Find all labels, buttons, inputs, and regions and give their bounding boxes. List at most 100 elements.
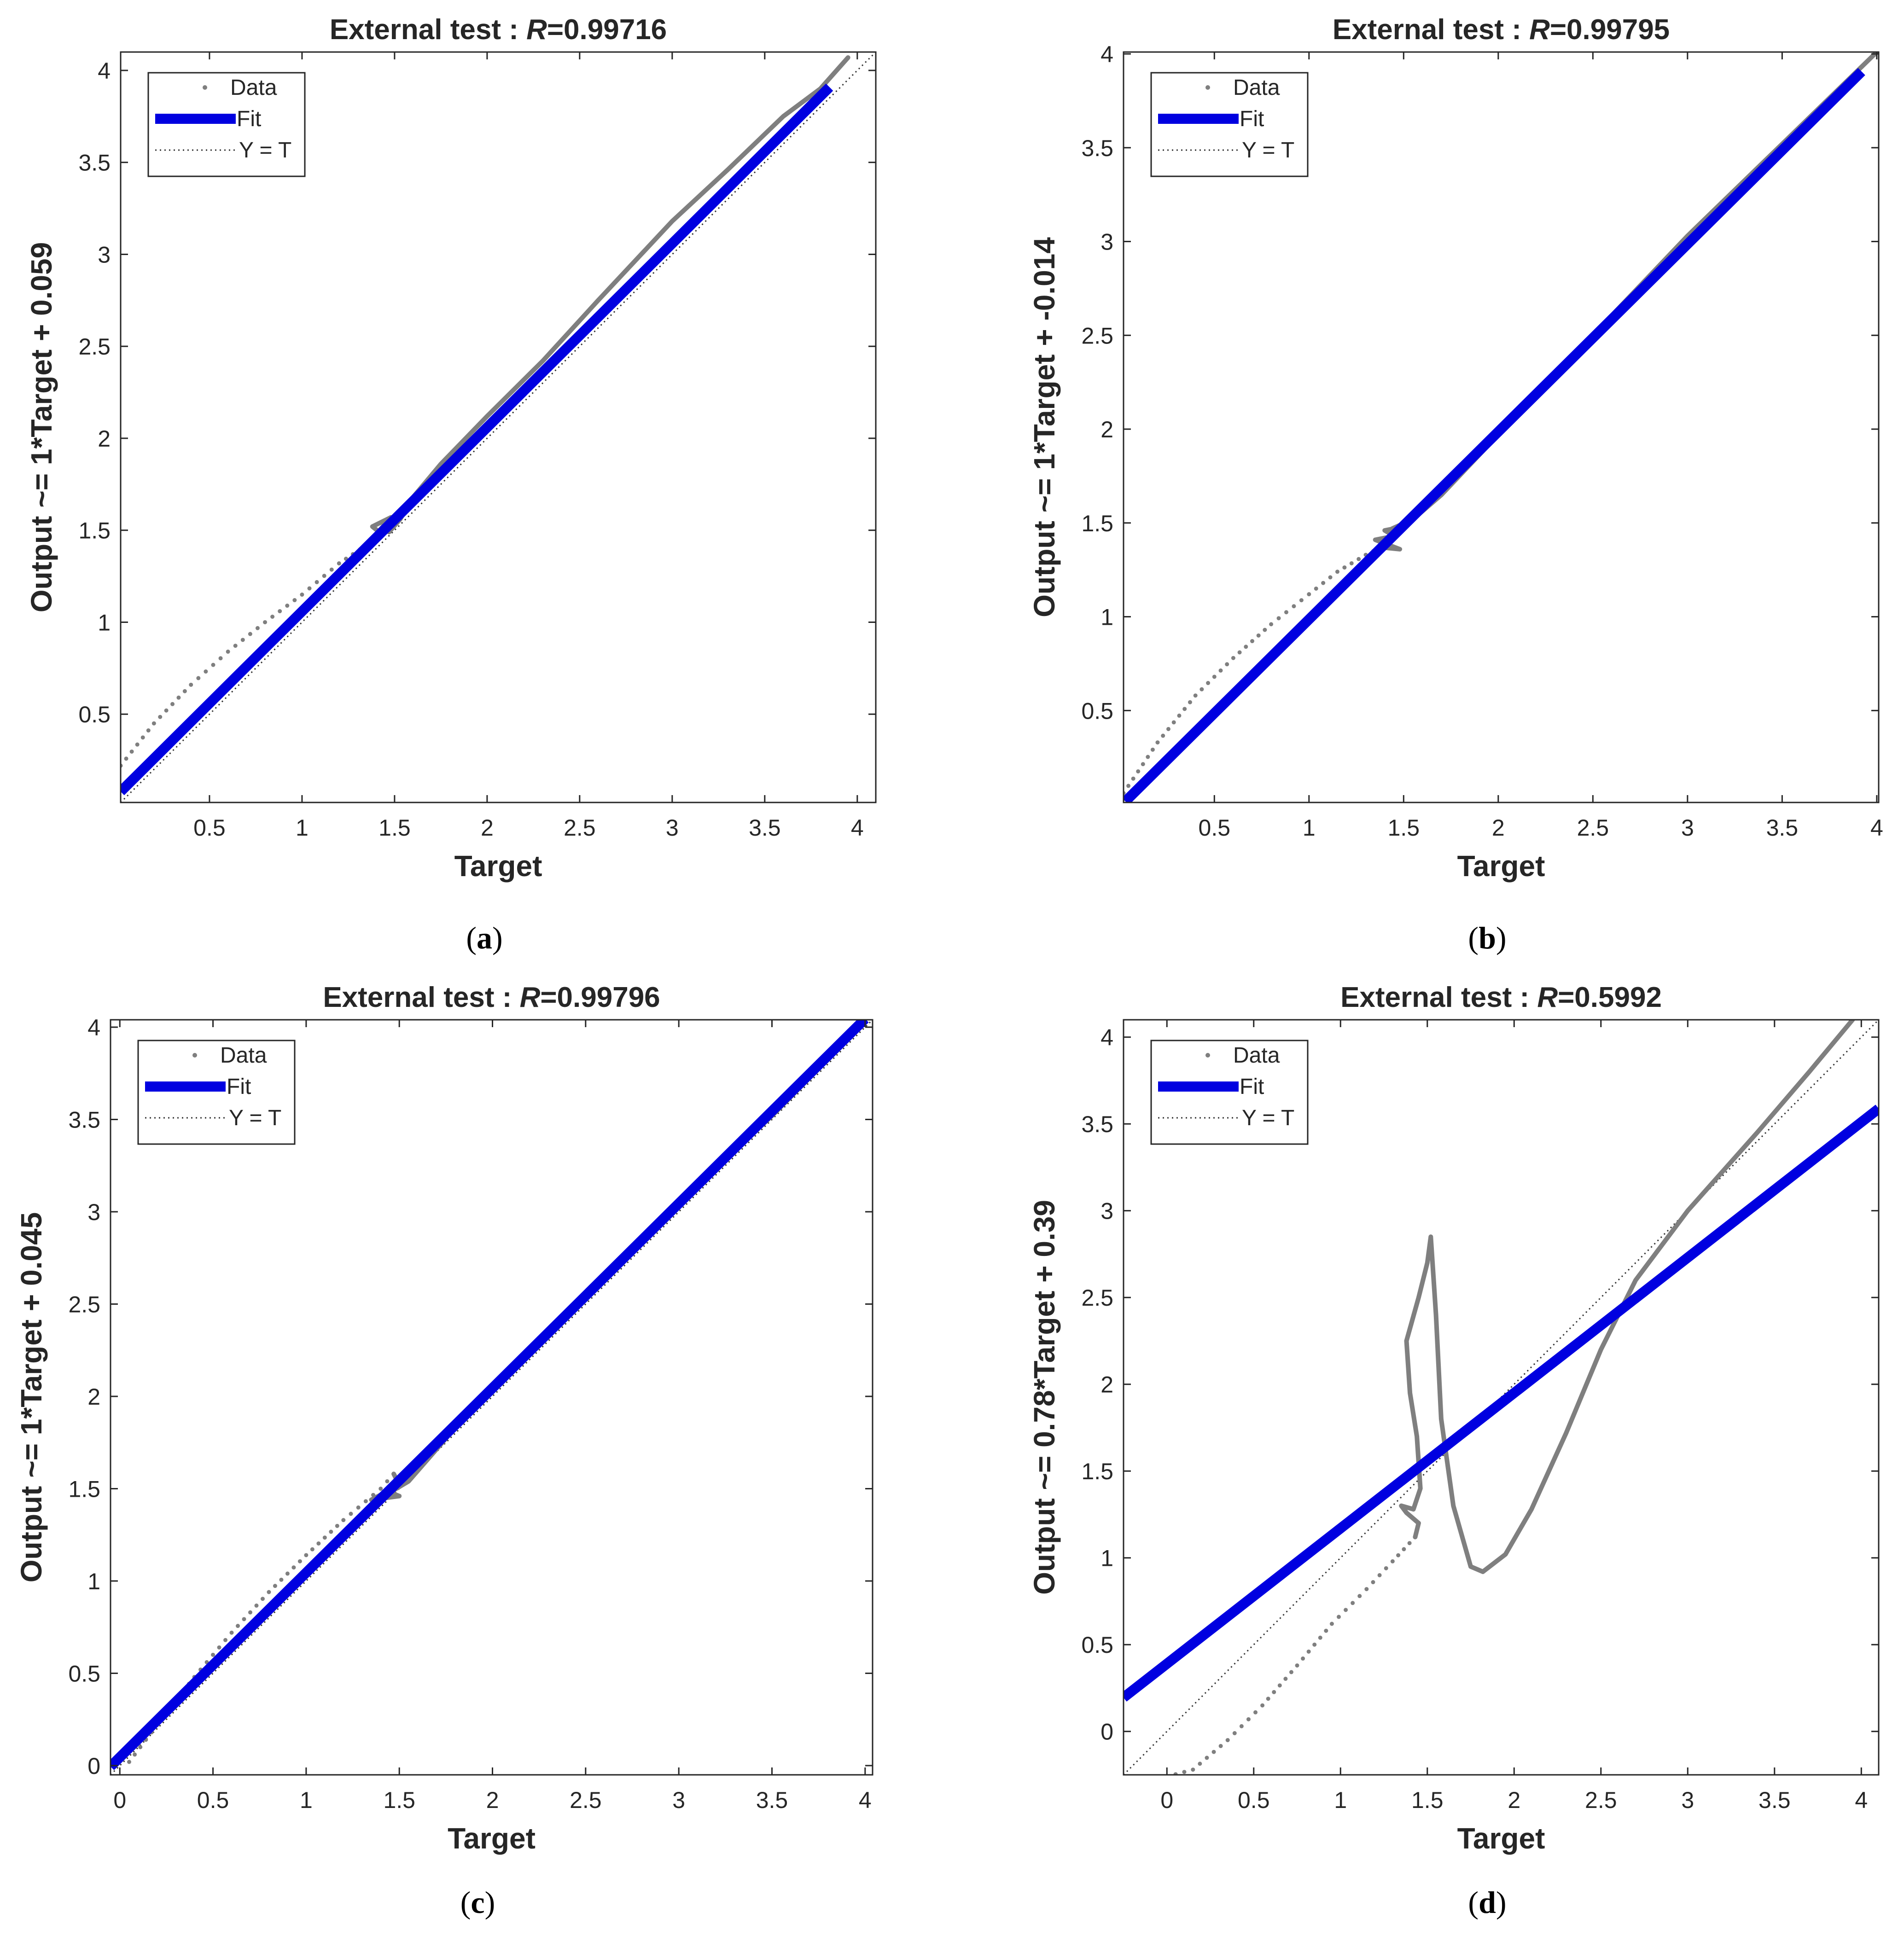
data-point — [1211, 1750, 1216, 1754]
data-point — [1218, 668, 1223, 673]
y-tick-label: 1.5 — [1081, 511, 1113, 536]
chart-title-r-value: =0.99796 — [540, 982, 660, 1013]
data-point — [1284, 610, 1288, 615]
data-point — [329, 567, 334, 572]
data-point — [1344, 1608, 1348, 1612]
data-point — [1371, 1580, 1375, 1585]
y-tick-label: 2.5 — [78, 334, 111, 360]
x-tick-label: 1.5 — [1411, 1787, 1444, 1813]
legend-box — [147, 72, 306, 177]
legend-data-label: Data — [1233, 76, 1280, 100]
y-tick-label: 3 — [87, 1199, 100, 1225]
data-point — [189, 682, 193, 687]
data-point — [1256, 633, 1261, 638]
chart-title: External test : R=0.99796 — [323, 982, 660, 1013]
data-point — [248, 1610, 252, 1615]
data-point — [1225, 662, 1229, 667]
data-point — [129, 749, 134, 754]
data-point — [127, 1760, 131, 1764]
data-point — [254, 1603, 259, 1608]
data-point — [223, 1638, 228, 1642]
data-point — [255, 626, 260, 630]
legend-fit-label: Fit — [237, 107, 261, 131]
x-tick-label: 4 — [1855, 1787, 1868, 1813]
x-tick-label: 3 — [672, 1787, 685, 1813]
plot-marks — [111, 1020, 873, 1775]
y-tick-label: 2 — [1100, 1372, 1113, 1398]
y-tick-label: 0.5 — [1081, 698, 1113, 724]
data-point — [1198, 1761, 1202, 1766]
data-point — [1253, 1710, 1258, 1715]
chart-title: External test : R=0.99795 — [1333, 14, 1670, 46]
data-point — [1390, 1559, 1395, 1564]
x-tick-label: 2.5 — [570, 1787, 602, 1813]
data-point — [1396, 1553, 1401, 1558]
data-dots — [1165, 1541, 1412, 1775]
x-tick-label: 0.5 — [193, 815, 226, 841]
y-tick-label: 3.5 — [78, 150, 111, 176]
y-tick-label: 0 — [1100, 1719, 1113, 1745]
data-point — [1244, 645, 1248, 649]
x-tick-label: 4 — [851, 815, 864, 841]
data-point — [263, 620, 268, 624]
data-point — [1237, 650, 1242, 655]
data-point — [1188, 700, 1192, 704]
plot-marks — [1124, 52, 1879, 802]
x-tick-label: 1 — [1303, 815, 1316, 841]
chart-title-prefix: External test : — [330, 14, 526, 46]
data-point — [1263, 628, 1267, 632]
data-point — [211, 663, 215, 667]
data-point — [196, 676, 201, 680]
legend-data-marker — [203, 85, 207, 90]
data-point — [176, 695, 181, 700]
y-tick-label: 3 — [1100, 229, 1113, 255]
data-point — [1266, 1697, 1270, 1701]
data-point — [1283, 1676, 1288, 1681]
legend-fit-label: Fit — [227, 1075, 251, 1099]
axes-box — [1123, 51, 1880, 803]
x-tick-label: 2 — [1508, 1787, 1520, 1813]
data-point — [304, 1553, 309, 1558]
legend-data-marker — [192, 1053, 197, 1058]
data-point — [1289, 1670, 1293, 1674]
axes-box — [120, 51, 877, 803]
x-tick-label: 2.5 — [564, 815, 596, 841]
x-tick-label: 2.5 — [1577, 815, 1609, 841]
data-point — [1131, 776, 1135, 781]
x-tick-label: 1 — [1334, 1787, 1347, 1813]
fit-line — [121, 83, 833, 796]
y-tick-label: 4 — [1100, 1025, 1113, 1051]
data-point — [292, 598, 297, 603]
data-point — [341, 1518, 346, 1523]
x-axis-label: Target — [454, 849, 542, 883]
caption-letter: b — [1479, 920, 1496, 955]
legend-box — [137, 1040, 296, 1145]
y-tick-label: 2.5 — [1081, 323, 1113, 349]
x-axis-label: Target — [1457, 849, 1545, 883]
caption-open-paren: ( — [1468, 920, 1479, 955]
data-dots — [121, 537, 377, 768]
data-point — [1126, 784, 1131, 788]
x-tick-label: 3.5 — [749, 815, 781, 841]
data-point — [363, 1499, 368, 1504]
data-point — [1407, 1541, 1412, 1546]
data-point — [278, 609, 282, 614]
data-point — [1351, 1601, 1355, 1605]
x-tick-label: 3 — [666, 815, 679, 841]
x-tick-label: 0 — [113, 1787, 126, 1813]
identity-line — [111, 1020, 873, 1775]
data-point — [236, 1624, 240, 1628]
y-tick-label: 1 — [98, 610, 111, 635]
y-tick-label: 0 — [87, 1753, 100, 1779]
plot-marks — [1124, 1020, 1879, 1775]
caption-close-paren: ) — [1496, 1885, 1507, 1920]
data-point — [1182, 1770, 1187, 1774]
data-point — [260, 1597, 265, 1601]
legend-identity-label: Y = T — [229, 1106, 281, 1130]
data-point — [211, 1652, 215, 1657]
legend: Data Fit Y = T — [147, 72, 306, 177]
data-point — [1377, 1573, 1382, 1577]
caption-close-paren: ) — [492, 920, 503, 955]
data-point — [151, 721, 156, 726]
chart-title-r-symbol: R — [1529, 14, 1550, 46]
